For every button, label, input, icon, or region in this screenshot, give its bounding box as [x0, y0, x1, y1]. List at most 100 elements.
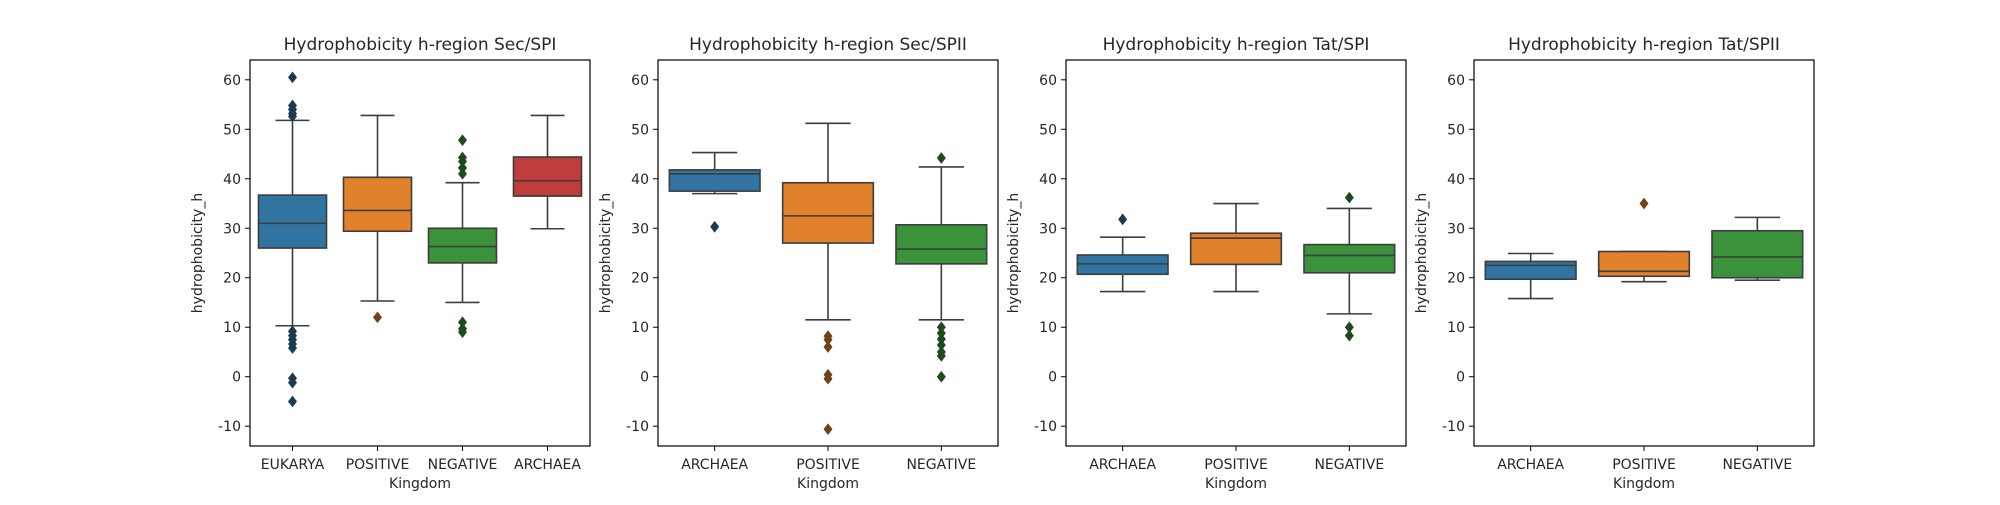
- box-positive: [342, 114, 413, 324]
- x-tick-label: ARCHAEA: [1497, 457, 1564, 473]
- x-tick-label: POSITIVE: [346, 457, 410, 473]
- outlier-point: [1344, 321, 1354, 334]
- box-eukarya: [257, 71, 328, 408]
- chart-panel-3: Hydrophobicity h-region Tat/SPI -10 0 10 20 3…: [1006, 35, 1407, 492]
- y-tick-label: 0: [1456, 370, 1465, 386]
- outlier-point: [373, 311, 382, 324]
- box-iqr: [427, 227, 498, 264]
- box-iqr: [1303, 243, 1396, 274]
- y-tick-label: 30: [223, 221, 241, 237]
- box-iqr: [512, 156, 583, 197]
- box-iqr: [668, 169, 761, 192]
- box-negative: [1711, 216, 1804, 282]
- outlier-point: [1639, 197, 1649, 210]
- outlier-point: [936, 339, 946, 351]
- plot-frame: [1473, 59, 1815, 447]
- outlier-point: [288, 110, 297, 123]
- x-axis-label: Kingdom: [1205, 476, 1267, 492]
- outlier-point: [458, 134, 467, 147]
- outlier-point: [288, 342, 297, 354]
- x-axis-label: Kingdom: [797, 476, 859, 492]
- plot-frame: [249, 59, 591, 447]
- y-tick-label: 40: [223, 172, 241, 188]
- x-tick-label: POSITIVE: [796, 457, 860, 473]
- outlier-point: [936, 327, 946, 340]
- outlier-point: [288, 71, 297, 84]
- y-tick-label: -10: [218, 419, 241, 435]
- y-tick-label: 60: [1039, 73, 1057, 89]
- y-tick-label: 30: [1447, 221, 1465, 237]
- chart-panel-2: Hydrophobicity h-region Sec/SPII -10 0 10 20…: [598, 35, 999, 492]
- box-archaea: [1484, 252, 1577, 300]
- x-tick-label: ARCHAEA: [681, 457, 748, 473]
- outlier-point: [1344, 191, 1354, 204]
- y-tick-label: 30: [631, 221, 649, 237]
- outlier-point: [823, 372, 833, 385]
- y-tick-label: 10: [1039, 320, 1057, 336]
- y-tick-label: 20: [631, 271, 649, 287]
- outlier-point: [936, 321, 946, 334]
- y-tick-label: 60: [1447, 73, 1465, 89]
- box-iqr: [1597, 250, 1691, 278]
- x-tick-label: NEGATIVE: [428, 457, 498, 473]
- y-tick-label: 20: [1447, 271, 1465, 287]
- outlier-point: [458, 316, 467, 329]
- y-tick-label: 40: [1447, 172, 1465, 188]
- y-tick-label: 40: [1039, 172, 1057, 188]
- box-iqr: [257, 194, 328, 249]
- x-tick-label: NEGATIVE: [1314, 457, 1384, 473]
- outlier-point: [936, 370, 946, 383]
- box-positive: [1189, 202, 1283, 293]
- chart-title: Hydrophobicity h-region Sec/SPI: [284, 35, 557, 55]
- plot-frame: [657, 59, 999, 447]
- x-tick-label: ARCHAEA: [514, 457, 581, 473]
- outlier-point: [458, 155, 467, 168]
- outlier-point: [936, 152, 946, 164]
- y-axis-label: hydrophobicity_h: [1006, 193, 1022, 313]
- y-tick-label: 50: [1039, 122, 1057, 138]
- box-archaea: [512, 114, 583, 230]
- y-tick-label: 10: [223, 320, 241, 336]
- box-positive: [1597, 197, 1691, 283]
- y-tick-label: 40: [631, 172, 649, 188]
- outlier-point: [458, 326, 467, 339]
- y-tick-label: 0: [640, 370, 649, 386]
- x-tick-label: ARCHAEA: [1089, 457, 1156, 473]
- y-tick-label: 50: [631, 122, 649, 138]
- x-tick-label: POSITIVE: [1204, 457, 1268, 473]
- y-axis-label: hydrophobicity_h: [598, 193, 614, 313]
- y-tick-label: 50: [1447, 122, 1465, 138]
- outlier-point: [1118, 213, 1128, 226]
- chart-panel-4: Hydrophobicity h-region Tat/SPII -10 0 10 20…: [1414, 35, 1815, 492]
- plot-frame: [1065, 59, 1407, 447]
- x-axis-label: Kingdom: [389, 476, 451, 492]
- outlier-point: [936, 333, 946, 345]
- outlier-point: [458, 167, 467, 180]
- box-iqr: [1484, 260, 1577, 281]
- y-tick-label: 10: [1447, 320, 1465, 336]
- chart-title: Hydrophobicity h-region Tat/SPI: [1103, 35, 1370, 55]
- outlier-point: [288, 376, 297, 389]
- x-tick-label: NEGATIVE: [906, 457, 976, 473]
- box-negative: [895, 152, 988, 383]
- outlier-point: [1344, 329, 1354, 342]
- x-tick-label: NEGATIVE: [1722, 457, 1792, 473]
- y-tick-label: 20: [223, 271, 241, 287]
- y-axis-label: hydrophobicity_h: [190, 193, 206, 313]
- outlier-point: [823, 423, 833, 436]
- y-tick-label: -10: [1034, 419, 1057, 435]
- y-tick-label: -10: [1442, 419, 1465, 435]
- y-tick-label: 50: [223, 122, 241, 138]
- x-axis-label: Kingdom: [1613, 476, 1675, 492]
- outlier-point: [710, 220, 720, 233]
- box-positive: [781, 122, 875, 436]
- outlier-point: [288, 395, 297, 408]
- chart-panel-1: Hydrophobicity h-region Sec/SPI -10 0 10 20 3…: [190, 35, 591, 492]
- outlier-point: [458, 162, 467, 174]
- y-tick-label: 10: [631, 320, 649, 336]
- chart-title: Hydrophobicity h-region Sec/SPII: [689, 35, 967, 55]
- y-tick-label: 20: [1039, 271, 1057, 287]
- box-iqr: [1711, 229, 1804, 279]
